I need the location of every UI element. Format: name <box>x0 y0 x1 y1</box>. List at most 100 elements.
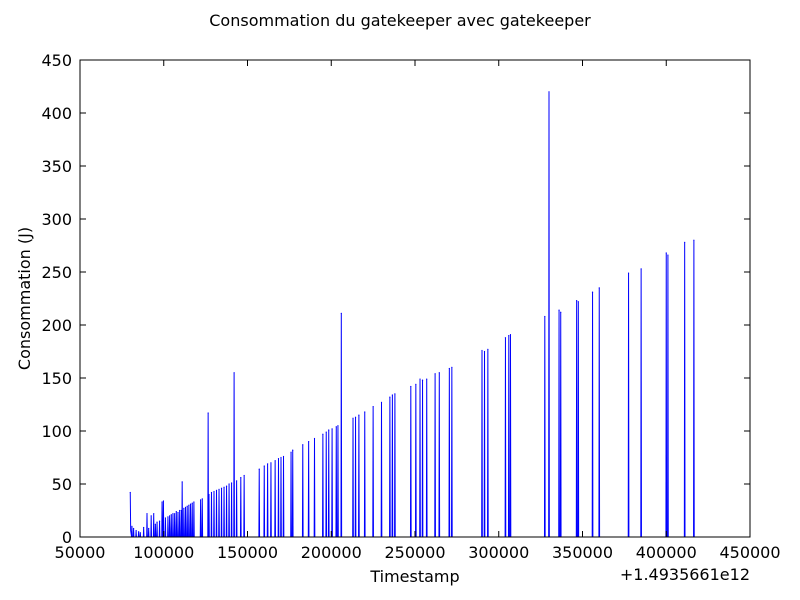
data-point <box>213 490 215 493</box>
data-point <box>280 456 282 459</box>
ticks-layer: 50000 100000 150000 200000 250000 300000 35000… <box>41 51 780 562</box>
data-point <box>161 501 163 503</box>
data-point <box>364 411 366 413</box>
data-point <box>331 428 333 430</box>
data-point <box>302 444 304 446</box>
data-point <box>270 462 272 464</box>
data-point <box>148 527 150 530</box>
data-point <box>150 515 152 517</box>
data-point <box>684 241 686 243</box>
data-point <box>169 515 171 517</box>
data-point <box>131 525 133 528</box>
data-point <box>448 367 450 370</box>
data-point <box>191 502 193 504</box>
data-point <box>560 311 562 313</box>
y-tick-label: 300 <box>41 210 72 229</box>
data-point <box>258 468 260 470</box>
data-point <box>181 481 183 483</box>
data-point <box>558 309 560 311</box>
data-point <box>146 513 148 515</box>
data-point <box>548 91 550 93</box>
data-point <box>274 460 276 462</box>
data-point <box>143 526 145 529</box>
data-point <box>438 372 440 374</box>
data-point <box>352 417 354 419</box>
data-point <box>308 441 310 443</box>
data-point <box>186 505 188 507</box>
data-point <box>133 527 135 530</box>
data-point <box>207 412 209 414</box>
data-point <box>434 373 436 375</box>
data-point <box>267 463 269 465</box>
data-point <box>508 335 510 337</box>
y-tick-label: 200 <box>41 316 72 335</box>
chart-title: Consommation du gatekeeper avec gatekeep… <box>209 11 591 30</box>
data-point <box>354 416 357 418</box>
data-point <box>135 530 137 532</box>
data-point <box>591 291 594 293</box>
x-tick-label: 50000 <box>55 543 106 562</box>
data-point <box>201 498 203 500</box>
data-point <box>156 521 158 523</box>
y-tick-label: 350 <box>41 157 72 176</box>
data-point <box>138 531 140 533</box>
data-point <box>577 301 579 303</box>
x-tick-label: 200000 <box>301 543 362 562</box>
data-point <box>225 485 228 487</box>
data-point <box>154 523 156 525</box>
y-tick-label: 50 <box>52 475 72 494</box>
data-point <box>188 504 190 506</box>
data-point <box>220 487 223 489</box>
data-point <box>372 406 374 408</box>
data-point <box>598 287 600 289</box>
data-point <box>208 494 210 496</box>
data-point <box>153 513 155 515</box>
data-point <box>228 483 230 485</box>
x-tick-label: 450000 <box>719 543 780 562</box>
data-point <box>380 401 383 403</box>
data-point <box>410 385 412 388</box>
data-point <box>335 426 337 428</box>
data-point <box>184 506 187 508</box>
data-point <box>277 457 280 460</box>
data-point <box>483 350 486 353</box>
data-point <box>139 532 141 534</box>
data-point <box>215 489 218 491</box>
data-point <box>292 449 294 451</box>
x-tick-label: 250000 <box>384 543 445 562</box>
data-point <box>487 348 489 350</box>
x-tick-label: 400000 <box>636 543 697 562</box>
data-point <box>451 366 453 368</box>
data-point <box>504 337 507 339</box>
y-tick-label: 150 <box>41 369 72 388</box>
data-point <box>218 488 220 490</box>
x-tick-label: 150000 <box>217 543 278 562</box>
y-tick-label: 250 <box>41 263 72 282</box>
data-point <box>200 499 202 501</box>
data-point <box>193 501 195 503</box>
data-point <box>233 372 235 374</box>
y-tick-label: 100 <box>41 422 72 441</box>
data-point <box>667 254 669 256</box>
y-tick-label: 400 <box>41 104 72 123</box>
data-point <box>576 300 578 302</box>
data-point <box>358 414 360 416</box>
data-point <box>340 312 342 314</box>
data-point <box>243 474 245 477</box>
x-axis-label: Timestamp <box>369 567 459 586</box>
data-point <box>263 465 265 467</box>
data-point <box>282 455 285 458</box>
data-point <box>164 517 167 519</box>
data-point <box>180 509 182 512</box>
data-point <box>240 477 242 479</box>
data-point <box>419 378 421 380</box>
data-point <box>665 252 667 254</box>
data-point <box>290 451 292 453</box>
data-point <box>175 510 177 513</box>
data-point <box>544 315 546 318</box>
data-point <box>210 491 213 494</box>
data-point <box>177 512 179 514</box>
data-point <box>236 480 238 482</box>
